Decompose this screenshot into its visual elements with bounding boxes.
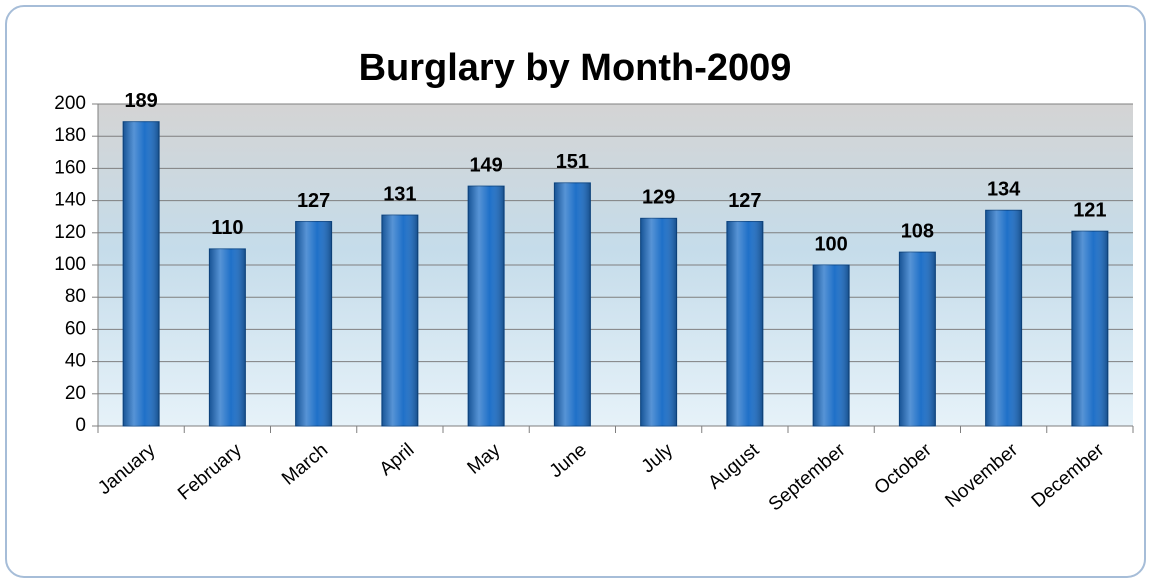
y-tick-label: 160 <box>54 157 86 178</box>
data-label: 151 <box>556 151 589 173</box>
data-label: 129 <box>642 187 675 209</box>
chart-title: Burglary by Month-2009 <box>359 47 792 89</box>
bar-shine <box>209 248 246 426</box>
bar-shine <box>1071 231 1108 426</box>
data-label: 189 <box>124 90 157 112</box>
y-tick-label: 140 <box>54 190 86 211</box>
bar-shine <box>554 182 591 426</box>
data-label: 131 <box>383 183 416 205</box>
data-label: 100 <box>814 233 847 255</box>
bar-shine <box>123 121 160 427</box>
bar-shine <box>295 221 332 426</box>
y-tick-label: 60 <box>65 318 86 339</box>
bar-shine <box>381 215 418 426</box>
data-label: 134 <box>987 179 1021 201</box>
data-label: 121 <box>1073 199 1106 221</box>
data-label: 127 <box>297 190 330 212</box>
data-label: 110 <box>211 217 243 239</box>
y-tick-label: 120 <box>54 222 86 243</box>
bar-shine <box>985 210 1022 426</box>
data-label: 108 <box>901 220 934 242</box>
y-tick-label: 20 <box>65 383 86 404</box>
data-label: 127 <box>728 190 761 212</box>
y-tick-label: 180 <box>54 125 86 146</box>
y-tick-label: 40 <box>65 351 86 372</box>
data-label: 149 <box>469 154 502 176</box>
bar-shine <box>899 252 936 426</box>
bar-shine <box>640 218 677 426</box>
y-tick-label: 80 <box>65 286 86 307</box>
y-tick-label: 200 <box>54 93 86 114</box>
y-tick-label: 0 <box>75 415 86 436</box>
bar-shine <box>726 221 763 426</box>
bar-shine <box>468 186 505 426</box>
bar-shine <box>813 265 850 426</box>
y-tick-label: 100 <box>54 254 86 275</box>
